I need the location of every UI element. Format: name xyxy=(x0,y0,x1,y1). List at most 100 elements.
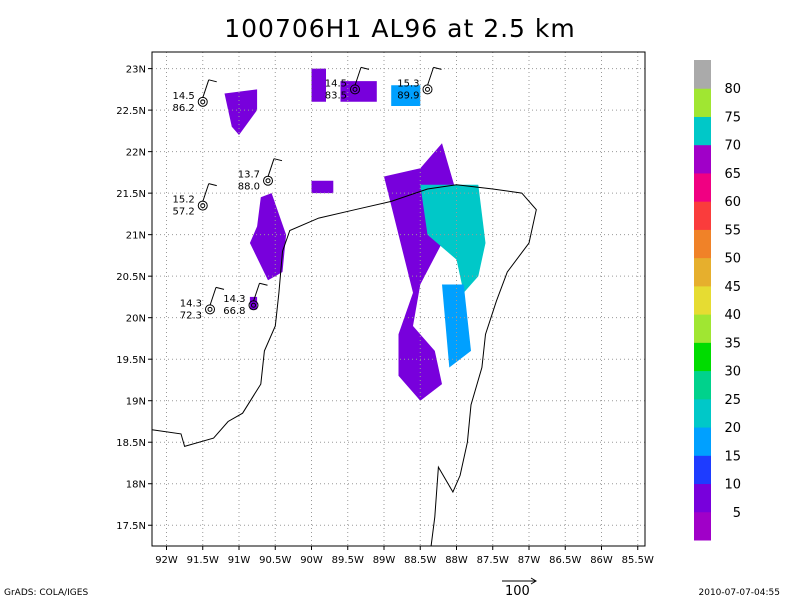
x-tick-label: 89W xyxy=(373,555,396,566)
x-tick-label: 87.5W xyxy=(477,555,509,566)
colorbar-label: 15 xyxy=(724,449,741,464)
station-label-top: 13.7 xyxy=(238,170,260,181)
y-tick-label: 21N xyxy=(126,231,146,242)
wind-barb-staff xyxy=(202,183,210,202)
station-marker-inner xyxy=(207,306,213,312)
station-marker-inner xyxy=(425,86,430,92)
station-marker-outer xyxy=(263,175,273,186)
colorbar-swatch xyxy=(694,398,711,428)
y-tick-label: 20.5N xyxy=(116,272,146,283)
x-tick-label: 90W xyxy=(300,555,323,566)
wind-barb-staff xyxy=(354,67,362,86)
colorbar-label: 20 xyxy=(724,421,741,436)
colorbar-swatch xyxy=(694,144,711,174)
colorbar-swatch xyxy=(694,257,711,287)
colorbar-swatch xyxy=(694,314,711,343)
colorbar-swatch xyxy=(694,201,711,230)
colorbar-swatch xyxy=(694,88,711,117)
x-tick-label: 90.5W xyxy=(259,555,291,566)
coastline xyxy=(152,184,537,546)
station-label-top: 14.3 xyxy=(223,294,245,305)
wind-barb-staff xyxy=(427,67,434,86)
station-label-bottom: 89.9 xyxy=(397,90,419,101)
central-purple-patch xyxy=(311,180,334,194)
eastern-light-blue-core xyxy=(420,184,486,293)
y-tick-label: 22N xyxy=(126,148,146,159)
wind-barb-staff xyxy=(267,158,275,177)
colorbar-swatch xyxy=(694,370,711,400)
station-marker-inner xyxy=(200,203,206,209)
wind-barb-staff xyxy=(202,79,210,98)
colorbar-label: 55 xyxy=(724,223,741,238)
colorbar-swatch xyxy=(694,229,711,259)
colorbar-swatch xyxy=(694,483,711,513)
y-tick-label: 21.5N xyxy=(116,189,146,200)
station-label-bottom: 86.2 xyxy=(172,103,194,114)
colorbar-swatch xyxy=(694,172,711,202)
colorbar-label: 75 xyxy=(724,110,741,125)
colorbar-label: 10 xyxy=(724,478,741,493)
station-label-bottom: 57.2 xyxy=(172,207,194,218)
colorbar-swatch xyxy=(694,342,711,372)
x-tick-label: 89.5W xyxy=(332,555,364,566)
wind-barb-flag xyxy=(273,158,283,162)
station-marker-inner xyxy=(265,178,271,184)
colorbar-swatch xyxy=(694,60,711,89)
y-tick-label: 18.5N xyxy=(116,438,146,449)
x-tick-label: 91W xyxy=(228,555,251,566)
y-tick-label: 17.5N xyxy=(116,521,146,532)
grads-credit: GrADS: COLA/IGES xyxy=(4,588,89,598)
x-tick-label: 88.5W xyxy=(404,555,436,566)
colorbar-label: 45 xyxy=(724,280,741,295)
y-tick-label: 19N xyxy=(126,397,146,408)
colorbar-label: 35 xyxy=(724,336,741,351)
wind-barb-flag xyxy=(433,66,442,70)
colorbar-label: 30 xyxy=(724,365,741,380)
colorbar-label: 40 xyxy=(724,308,741,323)
reference-vector-head xyxy=(530,577,537,585)
reference-vector-label: 100 xyxy=(505,584,530,599)
station-label-bottom: 66.8 xyxy=(223,306,245,317)
colorbar-label: 50 xyxy=(724,252,741,267)
station-label-bottom: 72.3 xyxy=(180,310,202,321)
colorbar-swatch xyxy=(694,427,711,456)
x-tick-label: 86W xyxy=(590,555,613,566)
station-label-top: 15.3 xyxy=(397,78,419,89)
x-tick-label: 92W xyxy=(155,555,178,566)
wind-barb-flag xyxy=(208,183,217,187)
x-tick-label: 87W xyxy=(518,555,541,566)
x-tick-label: 86.5W xyxy=(549,555,581,566)
southern-blue-strip xyxy=(442,284,471,368)
y-tick-label: 23N xyxy=(126,65,146,76)
x-tick-label: 91.5W xyxy=(187,555,219,566)
colorbar-swatch xyxy=(694,285,711,315)
wind-barb-staff xyxy=(209,287,217,306)
station-label-bottom: 88.0 xyxy=(238,182,260,193)
northeast-blue-patch xyxy=(391,85,421,106)
colorbar-label: 65 xyxy=(724,167,741,182)
colorbar-swatch xyxy=(694,511,711,541)
colorbar-label: 5 xyxy=(733,506,741,521)
colorbar-swatch xyxy=(694,455,711,485)
x-tick-label: 85.5W xyxy=(622,555,654,566)
colorbar-label: 25 xyxy=(724,393,741,408)
timestamp: 2010-07-07-04:55 xyxy=(698,588,781,598)
station-marker-inner xyxy=(200,99,206,105)
y-tick-label: 19.5N xyxy=(116,355,146,366)
y-tick-label: 18N xyxy=(126,480,146,491)
station-label-top: 14.5 xyxy=(172,91,194,102)
station-label-bottom: 83.5 xyxy=(325,90,347,101)
northwest-purple-patch xyxy=(224,89,258,135)
station-label-top: 14.3 xyxy=(180,298,202,309)
y-tick-label: 20N xyxy=(126,314,146,325)
wind-barb-flag xyxy=(215,286,225,290)
wind-barb-flag xyxy=(208,79,217,83)
wind-barb-flag xyxy=(360,66,370,70)
colorbar-label: 70 xyxy=(724,139,741,154)
north-central-purple-patch xyxy=(311,68,326,102)
chart-title: 100706H1 AL96 at 2.5 km xyxy=(224,14,576,43)
station-marker-inner xyxy=(352,86,358,92)
colorbar-swatch xyxy=(694,116,711,146)
wind-barb-flag xyxy=(259,282,268,286)
station-marker-outer xyxy=(422,84,433,95)
